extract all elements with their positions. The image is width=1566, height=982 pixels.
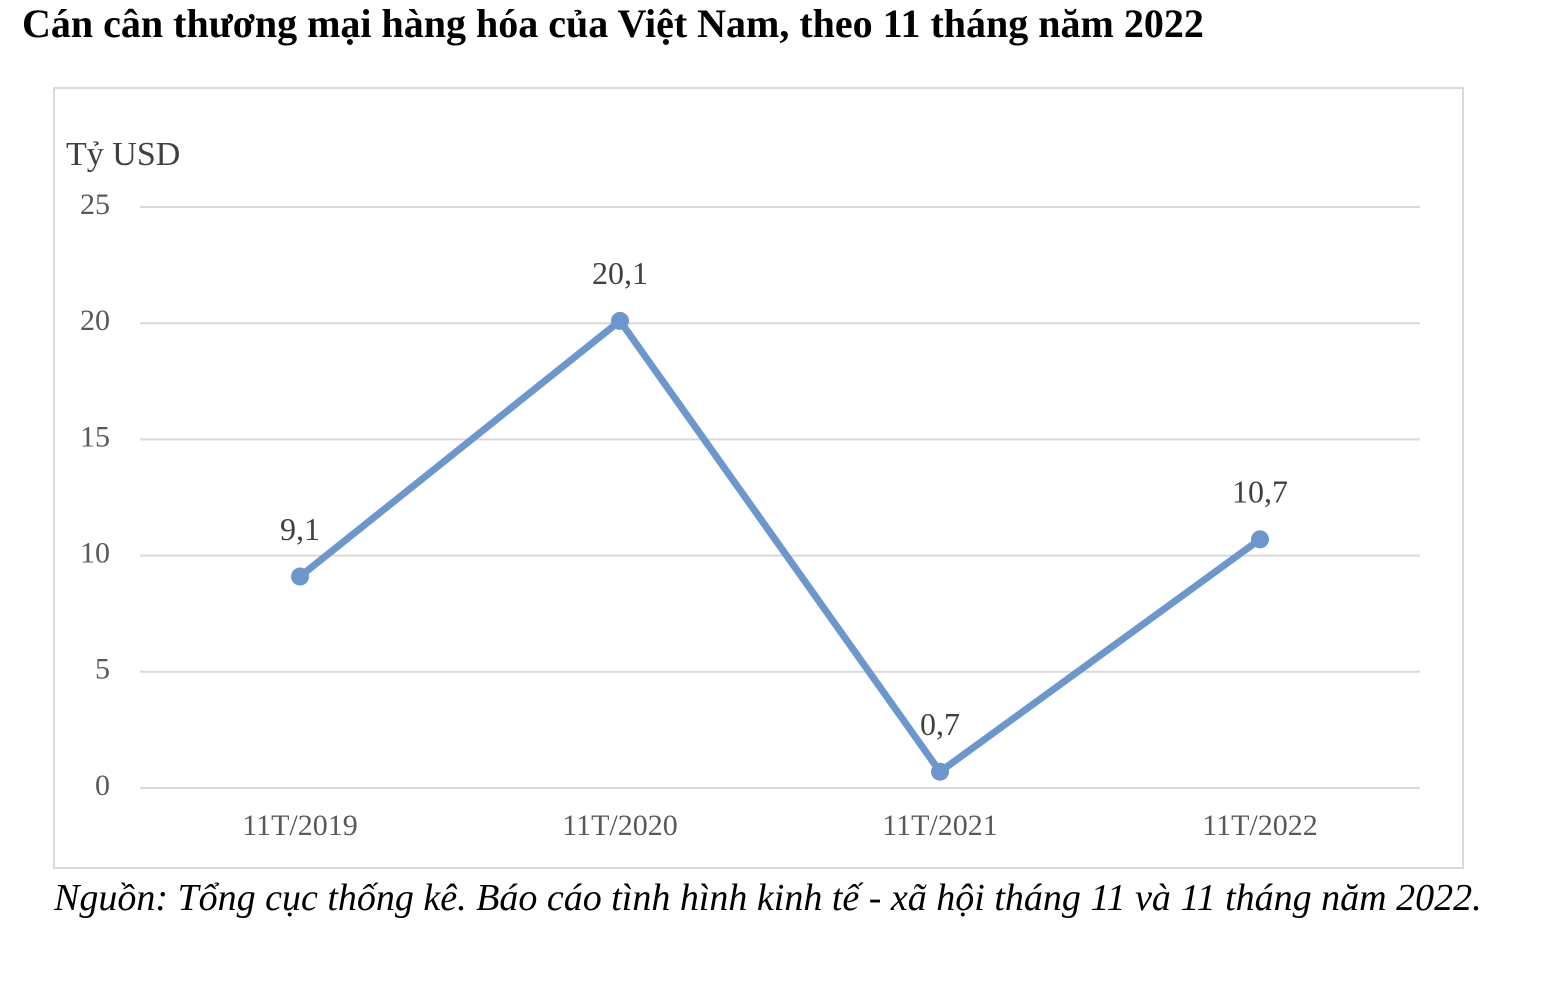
data-label: 0,7 [920, 706, 960, 742]
data-point [1251, 530, 1269, 549]
y-tick-label: 0 [95, 769, 110, 802]
x-tick-label: 11T/2021 [882, 809, 998, 842]
x-tick-label: 11T/2019 [242, 809, 358, 842]
chart: Cán cân thương mại hàng hóa của Việt Nam… [22, 1, 1464, 869]
chart-frame [53, 87, 1464, 869]
data-point [611, 311, 629, 330]
data-point [291, 567, 309, 586]
y-tick-label: 15 [80, 420, 110, 453]
x-tick-label: 11T/2022 [1202, 809, 1318, 842]
y-tick-label: 5 [95, 653, 110, 686]
y-tick-label: 20 [80, 304, 110, 337]
y-tick-label: 10 [80, 536, 110, 569]
data-line [297, 317, 1263, 776]
data-label: 10,7 [1232, 474, 1288, 510]
y-tick-label: 25 [80, 188, 110, 221]
data-label: 9,1 [280, 511, 320, 547]
chart-title: Cán cân thương mại hàng hóa của Việt Nam… [22, 1, 1204, 46]
y-axis-label: Tỷ USD [66, 136, 180, 173]
source-note: Nguồn: Tổng cục thống kê. Báo cáo tình h… [54, 877, 1482, 919]
x-tick-label: 11T/2020 [562, 809, 678, 842]
data-point [931, 762, 949, 781]
data-label: 20,1 [592, 255, 648, 291]
